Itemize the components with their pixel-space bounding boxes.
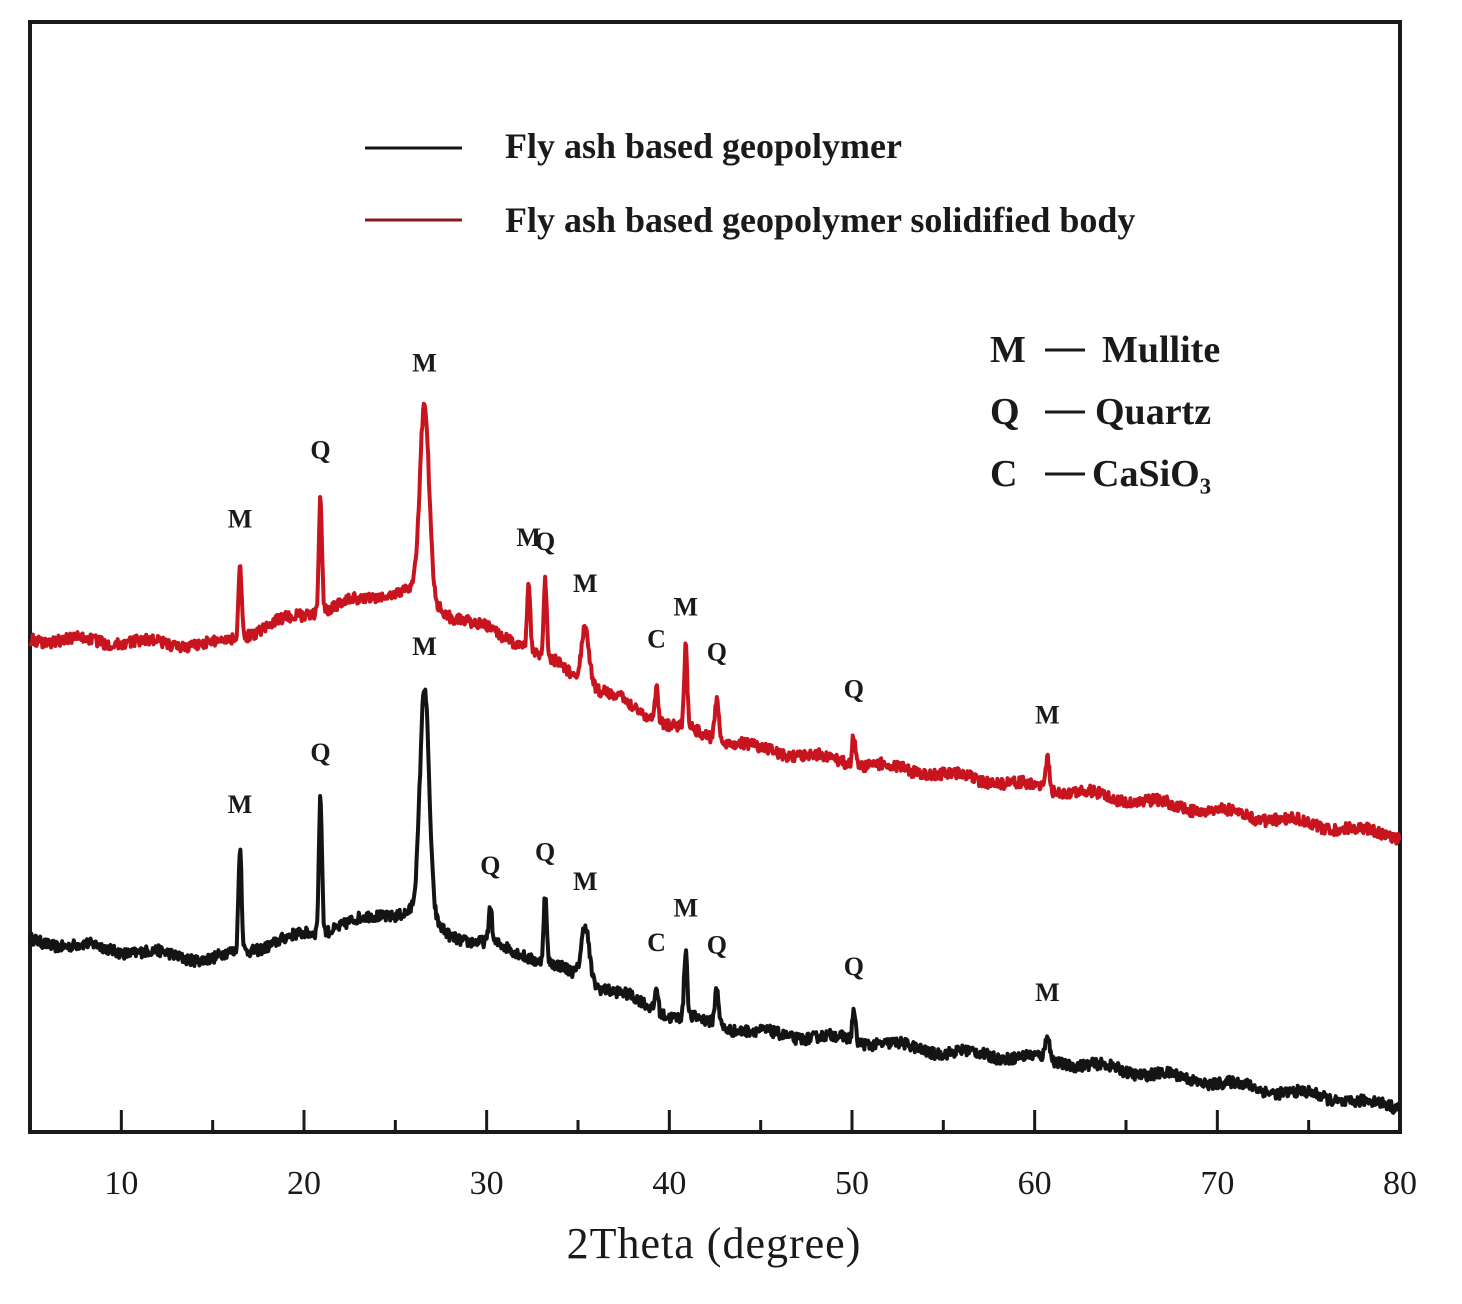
peak-label: Q: [480, 851, 500, 880]
x-tick-label: 60: [1018, 1165, 1052, 1202]
peak-label: Q: [707, 930, 727, 959]
series-legend: Fly ash based geopolymer Fly ash based g…: [365, 126, 1135, 240]
x-axis-ticks: 10 20 30 40 50 60 70 80: [104, 1110, 1417, 1202]
x-tick-label: 30: [470, 1165, 504, 1202]
series-layer: [28, 401, 1402, 1115]
peak-label: M: [412, 349, 437, 378]
phase-name-mullite: Mullite: [1102, 329, 1220, 371]
series-line-solidified-body: [28, 401, 1402, 846]
peak-label: M: [673, 592, 698, 621]
phase-symbol-casio3: C: [990, 453, 1017, 495]
peak-label: C: [647, 625, 666, 654]
phase-name-quartz: Quartz: [1095, 391, 1211, 433]
series-line-geopolymer: [28, 687, 1402, 1115]
peak-label: Q: [707, 638, 727, 667]
x-tick-label: 40: [652, 1165, 686, 1202]
peak-label: Q: [535, 527, 555, 556]
peak-label: Q: [844, 674, 864, 703]
x-tick-label: 50: [835, 1165, 869, 1202]
peak-label: M: [1035, 978, 1060, 1007]
peak-label: Q: [844, 952, 864, 981]
peak-label: M: [673, 893, 698, 922]
peak-label: M: [228, 505, 253, 534]
legend-label-solidified-body: Fly ash based geopolymer solidified body: [505, 200, 1135, 240]
x-tick-label: 10: [104, 1165, 138, 1202]
peak-label: M: [573, 569, 598, 598]
phase-name-casio3: CaSiO₃: [1092, 453, 1211, 495]
peak-label: M: [573, 867, 598, 896]
legend-label-geopolymer: Fly ash based geopolymer: [505, 126, 902, 166]
peak-label: C: [647, 928, 666, 957]
phase-legend: M Mullite Q Quartz C CaSiO₃: [990, 329, 1220, 495]
peak-label: M: [516, 523, 541, 552]
peak-label: M: [228, 790, 253, 819]
x-tick-label: 20: [287, 1165, 321, 1202]
phase-symbol-mullite: M: [990, 329, 1026, 371]
peak-label: M: [1035, 701, 1060, 730]
x-tick-label: 80: [1383, 1165, 1417, 1202]
peak-label: Q: [310, 436, 330, 465]
plot-frame: [28, 20, 1402, 1134]
peak-label: M: [412, 632, 437, 661]
peak-label: Q: [535, 838, 555, 867]
x-tick-label: 70: [1200, 1165, 1234, 1202]
peak-label: Q: [310, 738, 330, 767]
x-axis-title: 2Theta (degree): [567, 1219, 862, 1268]
phase-symbol-quartz: Q: [990, 391, 1020, 433]
